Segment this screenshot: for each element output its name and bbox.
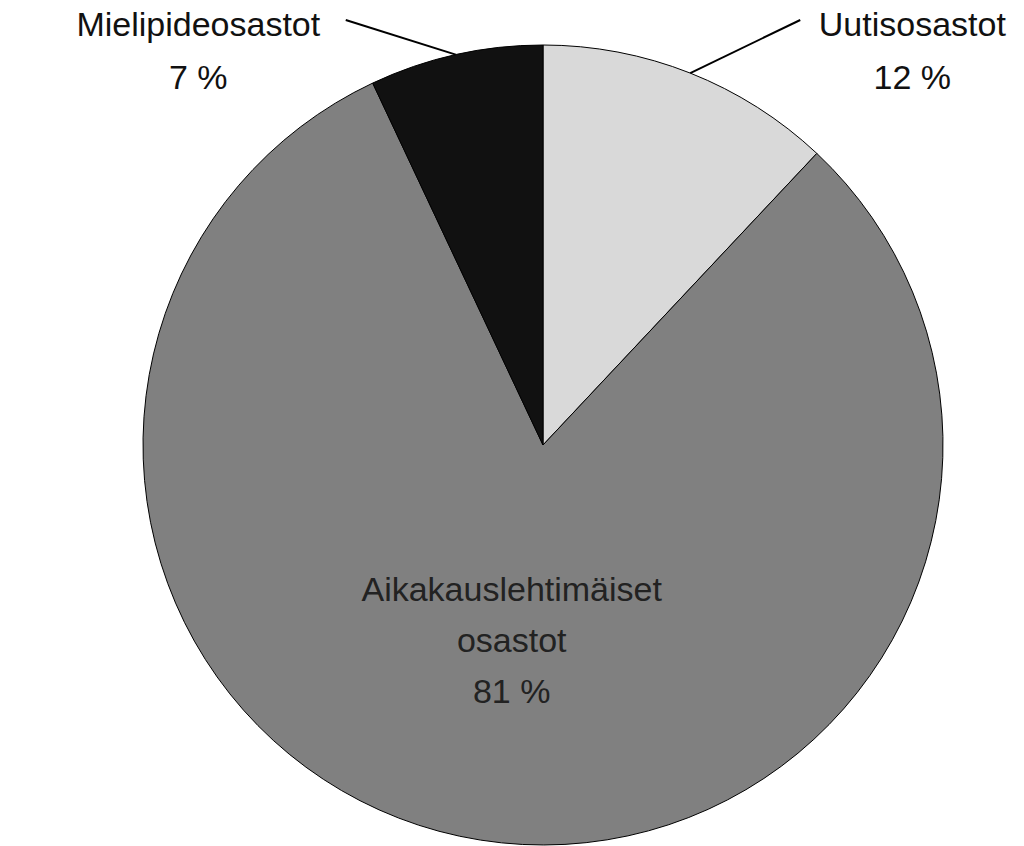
- svg-text:7 %: 7 %: [169, 58, 228, 96]
- svg-text:12 %: 12 %: [874, 58, 952, 96]
- svg-text:Mielipideosastot: Mielipideosastot: [76, 5, 320, 43]
- svg-text:osastot: osastot: [457, 621, 567, 659]
- svg-text:Aikakauslehtimäiset: Aikakauslehtimäiset: [361, 570, 662, 608]
- svg-text:81 %: 81 %: [473, 672, 551, 710]
- svg-text:Uutisosastot: Uutisosastot: [819, 5, 1007, 43]
